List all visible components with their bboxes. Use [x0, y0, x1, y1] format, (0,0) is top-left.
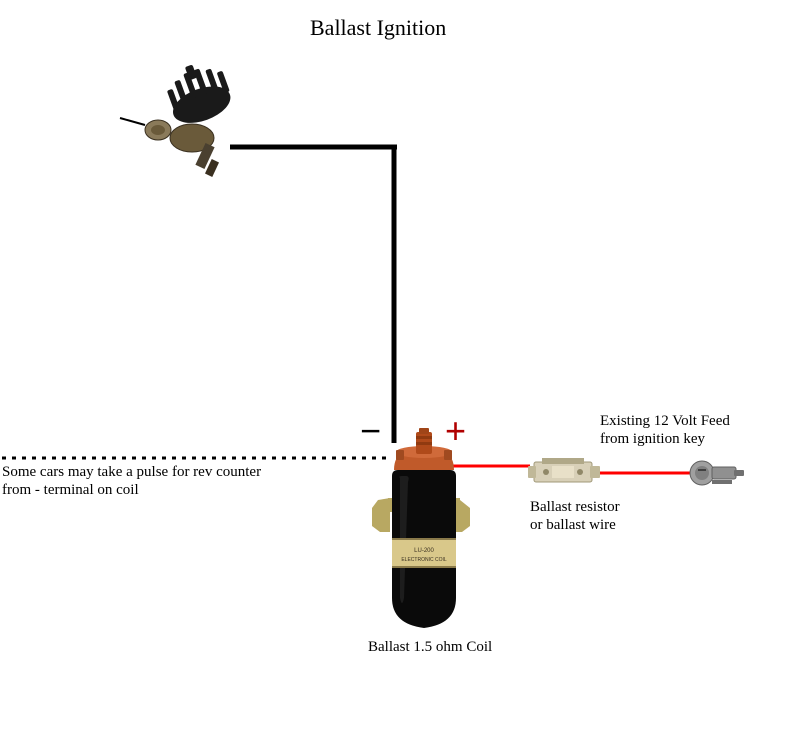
ignition-key-icon [688, 458, 748, 492]
ballast-resistor-icon [528, 452, 603, 494]
resistor-label: Ballast resistor or ballast wire [530, 498, 620, 534]
coil-label: Ballast 1.5 ohm Coil [368, 638, 492, 656]
svg-text:LU-200: LU-200 [414, 548, 434, 554]
feed-label: Existing 12 Volt Feed from ignition key [600, 412, 730, 448]
coil-minus-sign: − [360, 410, 381, 452]
ignition-coil-icon: LU-200 ELECTRONIC COIL [370, 428, 480, 638]
coil-plus-sign: + [445, 410, 466, 452]
diagram-title: Ballast Ignition [310, 15, 446, 41]
rev-counter-note: Some cars may take a pulse for rev count… [2, 463, 302, 499]
distributor-icon [130, 60, 260, 190]
svg-text:ELECTRONIC COIL: ELECTRONIC COIL [401, 557, 447, 563]
